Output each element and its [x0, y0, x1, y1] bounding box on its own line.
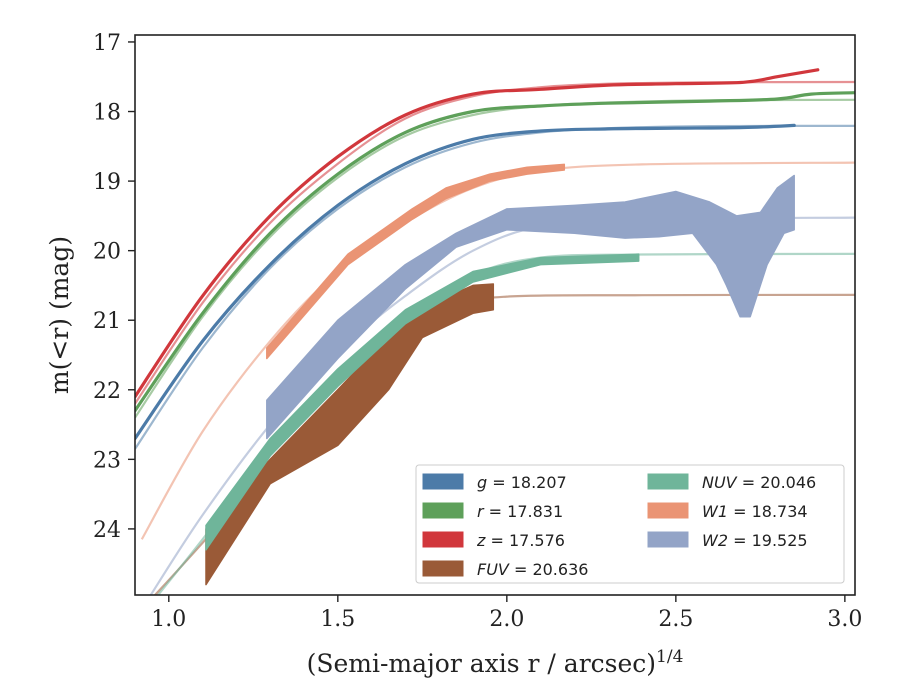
legend-box [415, 464, 845, 584]
y-tick-label: 18 [93, 101, 121, 126]
x-axis-ticks: 1.0 1.5 2.0 2.5 3.0 [151, 595, 862, 632]
legend-label-z: z = 17.576 [476, 531, 565, 550]
legend-value-w1: = 18.734 [728, 502, 808, 521]
legend-var-fuv: FUV [477, 560, 510, 579]
legend-value-nuv: = 20.046 [737, 473, 817, 492]
legend-var-z: z [476, 531, 486, 550]
legend-swatch-nuv [647, 473, 689, 490]
legend-value-fuv: = 20.636 [509, 560, 589, 579]
legend-var-r: r [477, 502, 485, 521]
y-axis-ticks: 17 18 19 20 21 22 23 24 [93, 31, 135, 543]
legend-item-w2: W2 = 19.525 [647, 531, 808, 550]
legend-var-nuv: NUV [702, 473, 738, 492]
legend-label-fuv: FUV = 20.636 [477, 560, 588, 579]
legend-label-nuv: NUV = 20.046 [702, 473, 816, 492]
data-band-w2 [266, 174, 795, 440]
plot-frame [134, 34, 856, 596]
legend-swatch-w2 [647, 531, 689, 548]
x-tick-label: 2.0 [489, 607, 524, 632]
y-tick-label: 23 [93, 448, 121, 473]
legend-label-g: g = 18.207 [477, 473, 567, 492]
legend-var-w2: W2 [702, 531, 728, 550]
y-tick-label: 24 [93, 518, 121, 543]
data-line-r [135, 91, 855, 413]
legend-item-g: g = 18.207 [422, 473, 567, 492]
data-band-nuv [205, 253, 640, 551]
y-tick-label: 20 [93, 240, 121, 265]
legend-value-g: = 18.207 [487, 473, 567, 492]
legend-swatch-w1 [647, 502, 689, 519]
legend-item-z: z = 17.576 [422, 531, 565, 550]
x-tick-label: 3.0 [827, 607, 862, 632]
legend-item-r: r = 17.831 [422, 502, 563, 521]
data-line-g [135, 123, 796, 441]
x-tick-label: 1.5 [320, 607, 355, 632]
legend-value-z: = 17.576 [485, 531, 565, 550]
legend-item-nuv: NUV = 20.046 [647, 473, 816, 492]
legend-value-w2: = 19.525 [728, 531, 808, 550]
x-tick-label: 1.0 [151, 607, 186, 632]
legend-var-g: g [477, 473, 487, 492]
y-tick-label: 19 [93, 170, 121, 195]
legend-label-w2: W2 = 19.525 [702, 531, 808, 550]
model-curve-g [135, 124, 855, 450]
y-tick-label: 17 [93, 31, 121, 56]
legend-label-w1: W1 = 18.734 [702, 502, 808, 521]
legend-item-w1: W1 = 18.734 [647, 502, 808, 521]
legend-item-fuv: FUV = 20.636 [422, 560, 588, 579]
legend-label-r: r = 17.831 [477, 502, 563, 521]
legend-value-r: = 17.831 [484, 502, 564, 521]
x-axis-label-exponent: 1/4 [656, 647, 683, 667]
x-tick-label: 2.5 [658, 607, 693, 632]
legend-swatch-fuv [422, 560, 464, 577]
legend-swatch-g [422, 473, 464, 490]
data-band-w1 [266, 163, 566, 360]
data-band-fuv [205, 283, 495, 586]
x-axis-label: (Semi-major axis r / arcsec)1/4 [307, 647, 684, 678]
plot-area [135, 68, 855, 595]
legend-swatch-z [422, 531, 464, 548]
y-axis-label: m(<r) (mag) [45, 236, 74, 394]
y-tick-label: 21 [93, 309, 121, 334]
data-line-z [135, 68, 820, 399]
y-tick-label: 22 [93, 379, 121, 404]
legend-var-w1: W1 [702, 502, 728, 521]
legend-swatch-r [422, 502, 464, 519]
